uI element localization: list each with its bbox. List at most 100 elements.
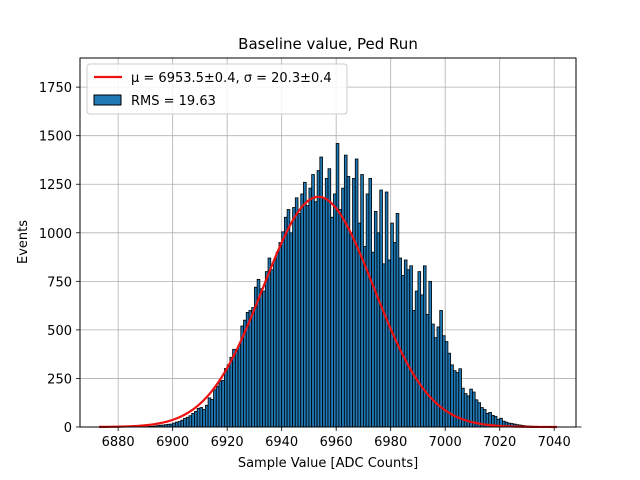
histogram-bar <box>335 143 340 428</box>
x-tick-label: 7000 <box>429 435 462 450</box>
chart-title: Baseline value, Ped Run <box>238 35 418 53</box>
histogram-bar <box>428 280 432 428</box>
histogram-bar <box>303 181 307 428</box>
histogram-bar <box>349 232 353 428</box>
x-tick-label: 6880 <box>102 435 135 450</box>
histogram-bar <box>463 393 468 428</box>
histogram-bar <box>436 326 441 428</box>
histogram-bar <box>213 389 217 428</box>
y-axis-label: Events <box>16 220 31 264</box>
histogram-bar <box>202 409 206 428</box>
histogram-bar <box>191 413 195 428</box>
histogram-bar <box>354 158 359 428</box>
plot-frame <box>79 57 577 428</box>
histogram-bar <box>425 313 430 428</box>
histogram-bar <box>382 263 386 428</box>
histogram-bar <box>420 294 424 428</box>
y-tick-label: 1250 <box>39 178 72 193</box>
y-tick-label: 250 <box>47 372 72 387</box>
histogram-bar <box>294 197 299 428</box>
histogram-bar <box>218 380 223 428</box>
legend: μ = 6953.5±0.4, σ = 20.3±0.4 RMS = 19.63 <box>86 63 348 115</box>
histogram-bar <box>414 290 419 428</box>
histogram-bar <box>447 352 452 428</box>
x-tick-label: 6940 <box>265 435 298 450</box>
histogram-bar <box>232 348 236 428</box>
histogram-bar <box>273 259 277 428</box>
histogram-bar <box>417 271 422 428</box>
histogram-bar <box>188 415 193 428</box>
histogram-bar <box>221 379 225 428</box>
histogram-bar <box>455 372 460 428</box>
x-tick-label: 6900 <box>156 435 189 450</box>
histogram-bar <box>267 257 272 428</box>
histogram-bar <box>324 178 329 428</box>
histogram-bar <box>352 178 356 428</box>
x-tick-label: 7040 <box>538 435 571 450</box>
histogram-bar <box>185 416 190 428</box>
x-tick-label: 6920 <box>211 435 244 450</box>
histogram-bar <box>365 193 370 428</box>
histogram-bar <box>270 269 274 428</box>
histogram-bar <box>333 193 337 428</box>
histogram-bar <box>363 245 367 428</box>
histogram-bar <box>368 178 373 428</box>
histogram-bar <box>431 323 435 428</box>
histogram-bar <box>248 310 253 428</box>
y-tick-label: 0 <box>64 421 72 436</box>
x-axis: 6880 6900 6920 6940 6960 6980 7000 7020 7040 <box>102 427 571 450</box>
x-tick-label: 6980 <box>374 435 407 450</box>
histogram-bar <box>289 232 293 428</box>
histogram-bar <box>371 251 375 428</box>
y-axis: 0 250 500 750 1000 1250 1500 1750 <box>39 81 80 436</box>
x-tick-label: 6960 <box>320 435 353 450</box>
histogram-bar <box>281 231 285 428</box>
histogram-bar <box>322 197 326 428</box>
histogram-bar <box>196 407 201 428</box>
fit-curve <box>99 195 557 429</box>
histogram-bar <box>262 290 266 428</box>
histogram-bar <box>412 310 416 428</box>
y-tick-label: 1750 <box>39 81 72 96</box>
histogram-bar <box>316 170 321 428</box>
histogram-bar <box>330 216 334 428</box>
histogram-bar <box>300 193 304 428</box>
histogram-bar <box>439 310 443 428</box>
histogram-bar <box>433 337 438 428</box>
legend-fit-label: μ = 6953.5±0.4, σ = 20.3±0.4 <box>131 71 332 86</box>
histogram-bar <box>172 422 176 428</box>
histogram-bar <box>376 232 381 428</box>
histogram-bar <box>387 259 392 428</box>
histogram-bar <box>384 191 389 428</box>
histogram-bar <box>422 265 427 428</box>
histogram-bars <box>99 143 582 428</box>
y-tick-label: 750 <box>47 275 72 290</box>
histogram-bar <box>177 421 182 428</box>
histogram-bar <box>226 364 231 428</box>
histogram-bar <box>259 288 263 428</box>
histogram-bar <box>305 205 310 428</box>
histogram-bar <box>251 307 255 428</box>
histogram-bar <box>461 387 465 428</box>
histogram-bar <box>234 349 239 428</box>
histogram-bar <box>442 335 446 428</box>
histogram-bar <box>199 407 204 428</box>
histogram-bar <box>444 341 449 428</box>
histogram-bar <box>237 344 242 428</box>
histogram-bar <box>229 356 234 428</box>
legend-hist-label: RMS = 19.63 <box>131 94 216 109</box>
legend-box <box>86 63 348 115</box>
histogram-bar <box>313 201 318 428</box>
histogram-bar <box>264 271 269 428</box>
histogram-bar <box>207 397 212 428</box>
histogram-bar <box>292 207 296 428</box>
histogram-bar <box>343 154 348 428</box>
histogram-bar <box>409 265 413 428</box>
histogram-bar <box>452 370 457 428</box>
histogram-bar <box>286 209 291 428</box>
histogram-bar <box>395 212 400 428</box>
histogram-bar <box>341 187 345 428</box>
histogram-bar <box>406 269 411 428</box>
histogram-bar <box>278 242 283 428</box>
